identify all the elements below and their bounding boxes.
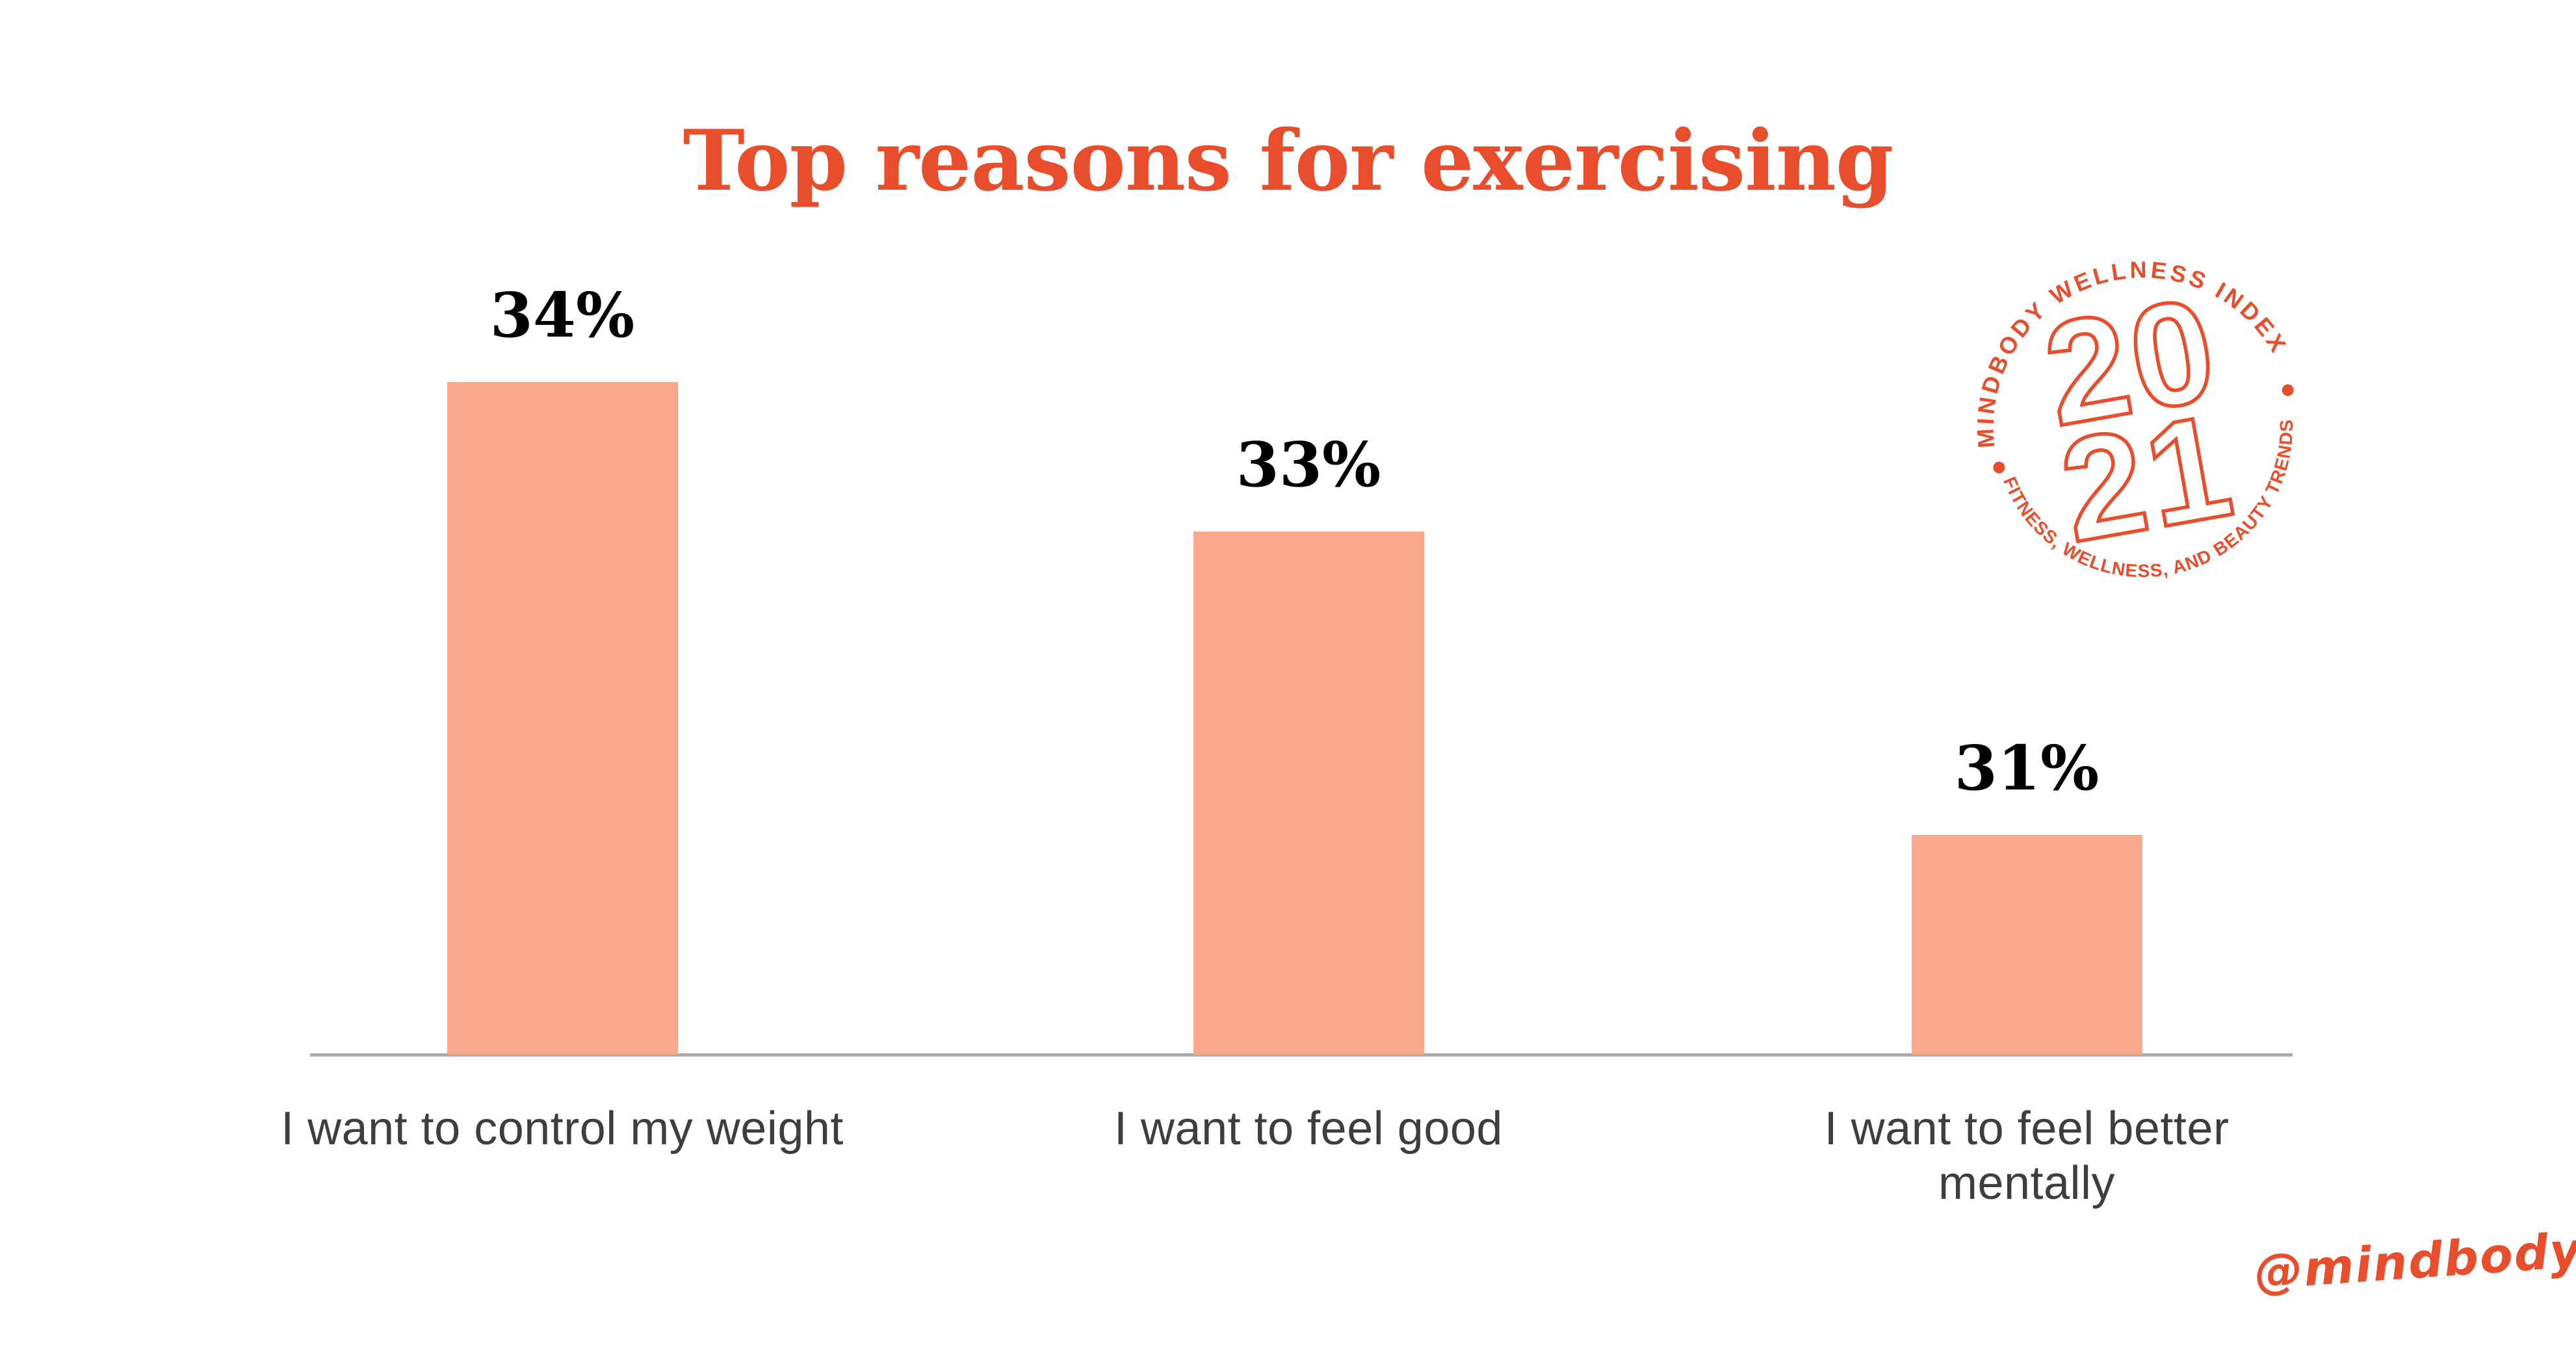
bar-category-label-3: I want to feel better mentally xyxy=(1824,1103,2230,1210)
bar-3 xyxy=(1911,835,2142,1055)
bar-category-label-1: I want to control my weight xyxy=(281,1103,844,1155)
bar-value-label-3: 31% xyxy=(1954,732,2100,804)
badge-right-dot-icon xyxy=(2282,384,2294,396)
x-axis-line xyxy=(310,1053,2293,1057)
bar-1 xyxy=(447,382,678,1055)
page-title: Top reasons for exercising xyxy=(683,112,1894,210)
badge-year-top: 20 xyxy=(2033,266,2230,457)
bar-2 xyxy=(1193,532,1424,1055)
badge-year-bottom: 21 xyxy=(2049,382,2246,573)
bar-value-label-1: 34% xyxy=(489,279,635,352)
badge-left-dot-icon xyxy=(1993,461,2005,474)
wellness-index-badge: MINDBODY WELLNESS INDEX FITNESS, WELLNES… xyxy=(1974,256,2296,581)
bar-value-label-2: 33% xyxy=(1236,429,1381,501)
mindbody-handle: @mindbody xyxy=(2252,1222,2576,1301)
bar-category-label-2: I want to feel good xyxy=(1114,1103,1503,1155)
